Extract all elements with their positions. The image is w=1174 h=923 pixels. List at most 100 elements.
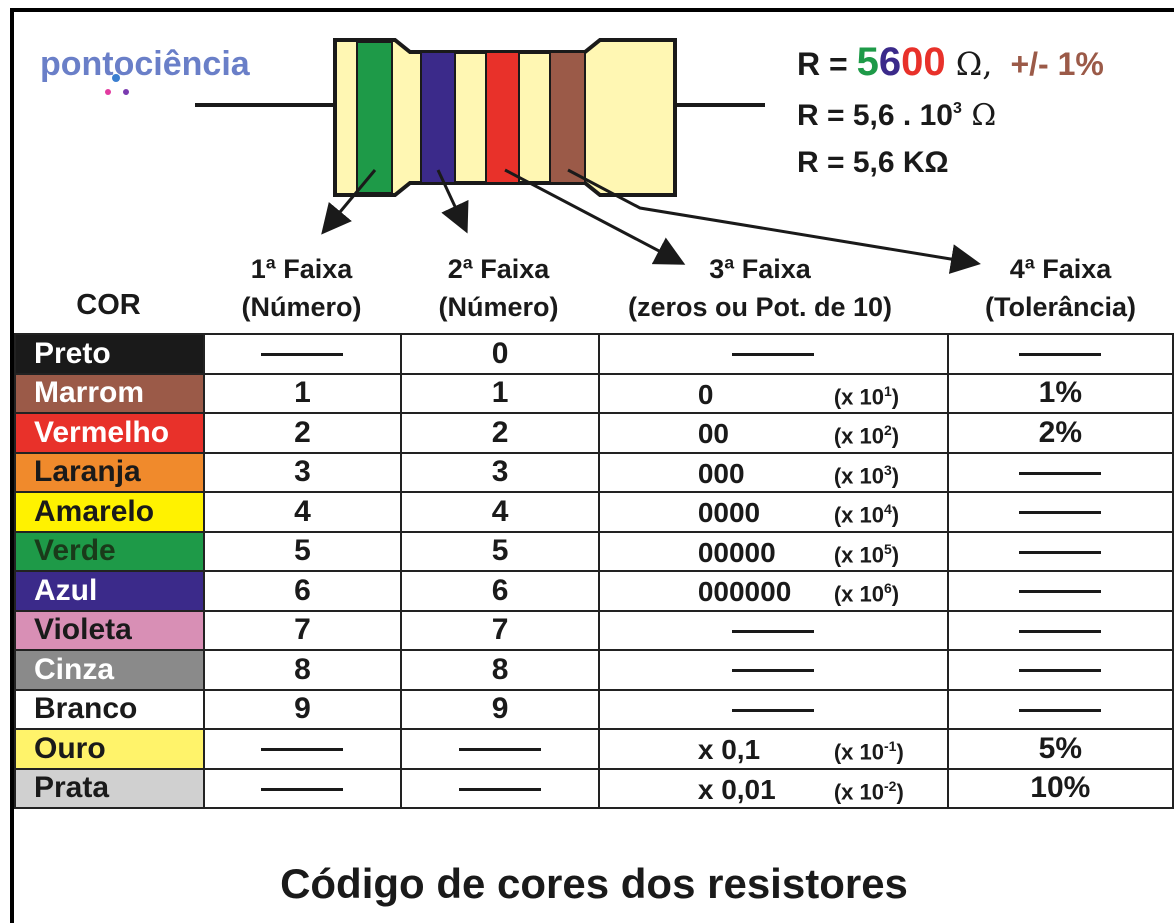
table-row: Verde 5 5 00000 (x 105) — [14, 530, 1174, 572]
header-band3: 3ª Faixa (zeros ou Pot. de 10) — [627, 254, 893, 322]
zeros: 0000 — [697, 497, 761, 528]
table-row: Amarelo 4 4 0000 (x 104) — [14, 491, 1174, 533]
band1-value: 4 — [294, 494, 311, 528]
band1-value: 8 — [294, 652, 311, 686]
band2-cell: 6 — [400, 570, 600, 612]
zeros: x 0,1 — [697, 734, 761, 765]
band2-value: 3 — [491, 455, 509, 489]
tolerance: 10% — [1030, 771, 1091, 805]
dash — [1019, 471, 1102, 475]
zeros: x 0,01 — [697, 773, 776, 805]
power-suffix: ) — [896, 778, 904, 804]
multiplier-cell: x 0,01 (x 10-2) — [597, 767, 949, 809]
tolerance-cell: 5% — [946, 728, 1174, 770]
band2-value: 9 — [491, 692, 509, 726]
band2-cell: 8 — [400, 649, 600, 691]
frame — [10, 8, 1174, 923]
band2-cell: 1 — [400, 372, 600, 414]
band2-value: 4 — [491, 494, 509, 528]
band1-cell: 2 — [202, 412, 403, 454]
band1-cell — [202, 333, 403, 375]
band1-cell — [202, 728, 403, 770]
dash — [732, 669, 815, 673]
band2-value: 6 — [491, 573, 509, 607]
header-band2: 2ª Faixa (Número) — [438, 254, 559, 322]
color-table: Preto 0 Marrom 1 1 0 (x 101) 1% Vermelho 2 2 00 (x 1… — [14, 333, 1174, 809]
formula-line2: R = 5,6 . 103 Ω — [797, 98, 996, 133]
power: (x 101) — [834, 383, 899, 410]
table-row: Branco 9 9 — [14, 688, 1174, 730]
band1-cell: 3 — [202, 451, 403, 493]
tolerance-cell: 10% — [946, 767, 1174, 809]
multiplier-cell — [597, 609, 949, 651]
power-exp: -1 — [884, 738, 897, 754]
header-color: COR — [76, 289, 141, 321]
color-name: Vermelho — [14, 412, 205, 454]
zeros: 00000 — [697, 536, 776, 568]
band2-value: 8 — [491, 652, 509, 686]
power-suffix: ) — [891, 541, 900, 567]
band2-value: 1 — [491, 376, 509, 410]
tolerance-cell — [946, 451, 1174, 493]
multiplier-cell — [597, 649, 949, 691]
power-exp: 2 — [884, 422, 892, 438]
band1-value: 6 — [294, 573, 311, 607]
band1-value: 5 — [294, 534, 311, 568]
power-prefix: (x 10 — [833, 462, 884, 488]
band1-cell: 6 — [202, 570, 403, 612]
multiplier-cell: 000000 (x 106) — [597, 570, 949, 612]
power-exp: 3 — [884, 461, 892, 478]
band1-value: 3 — [294, 455, 311, 489]
band2-cell: 5 — [400, 530, 600, 572]
band2-cell — [400, 728, 600, 770]
dash — [459, 787, 542, 791]
band2-cell: 3 — [400, 451, 600, 493]
band1-cell: 5 — [202, 530, 403, 572]
power-exp: 4 — [884, 501, 892, 517]
color-name: Prata — [14, 767, 205, 809]
band2-cell: 7 — [400, 609, 600, 651]
formula-line3: R = 5,6 KΩ — [797, 146, 949, 179]
tolerance: 5% — [1038, 731, 1082, 765]
tolerance-cell: 1% — [946, 372, 1174, 414]
color-name: Branco — [14, 688, 205, 730]
power-prefix: (x 10 — [833, 581, 884, 607]
power-suffix: ) — [891, 462, 900, 488]
power: (x 102) — [834, 422, 899, 449]
tolerance-cell — [946, 570, 1174, 612]
color-name: Amarelo — [14, 491, 205, 533]
tolerance-cell — [946, 609, 1174, 651]
zeros: 00 — [697, 418, 729, 449]
header-band1: 1ª Faixa (Número) — [241, 254, 362, 322]
band1-cell — [202, 767, 403, 809]
logo: pontociência — [40, 45, 251, 83]
table-row: Marrom 1 1 0 (x 101) 1% — [14, 372, 1174, 414]
power-prefix: (x 10 — [833, 423, 884, 449]
table-row: Prata x 0,01 (x 10-2) 10% — [14, 767, 1174, 809]
color-name: Verde — [14, 530, 205, 572]
band1-value: 1 — [294, 376, 311, 410]
multiplier-cell: 0000 (x 104) — [597, 491, 949, 533]
color-name: Azul — [14, 570, 205, 612]
power-prefix: (x 10 — [833, 502, 884, 528]
power: (x 106) — [834, 580, 899, 607]
dash — [732, 629, 815, 633]
dash — [1019, 669, 1102, 673]
multiplier-cell: 000 (x 103) — [597, 451, 949, 493]
power-suffix: ) — [891, 581, 900, 607]
multiplier-cell: 00000 (x 105) — [597, 530, 949, 572]
band1-value: 9 — [294, 692, 311, 726]
power-exp: 6 — [884, 580, 892, 596]
power: (x 10-1) — [834, 738, 904, 765]
dash — [1019, 590, 1102, 594]
table-row: Vermelho 2 2 00 (x 102) 2% — [14, 412, 1174, 454]
power-exp: 1 — [884, 382, 892, 399]
power-prefix: (x 10 — [833, 383, 884, 409]
band2-cell: 9 — [400, 688, 600, 730]
band2-cell: 0 — [400, 333, 600, 375]
zeros: 000 — [697, 457, 745, 489]
dash — [261, 353, 344, 357]
power-suffix: ) — [891, 383, 900, 409]
power: (x 10-2) — [834, 778, 904, 805]
table-row: Ouro x 0,1 (x 10-1) 5% — [14, 728, 1174, 770]
